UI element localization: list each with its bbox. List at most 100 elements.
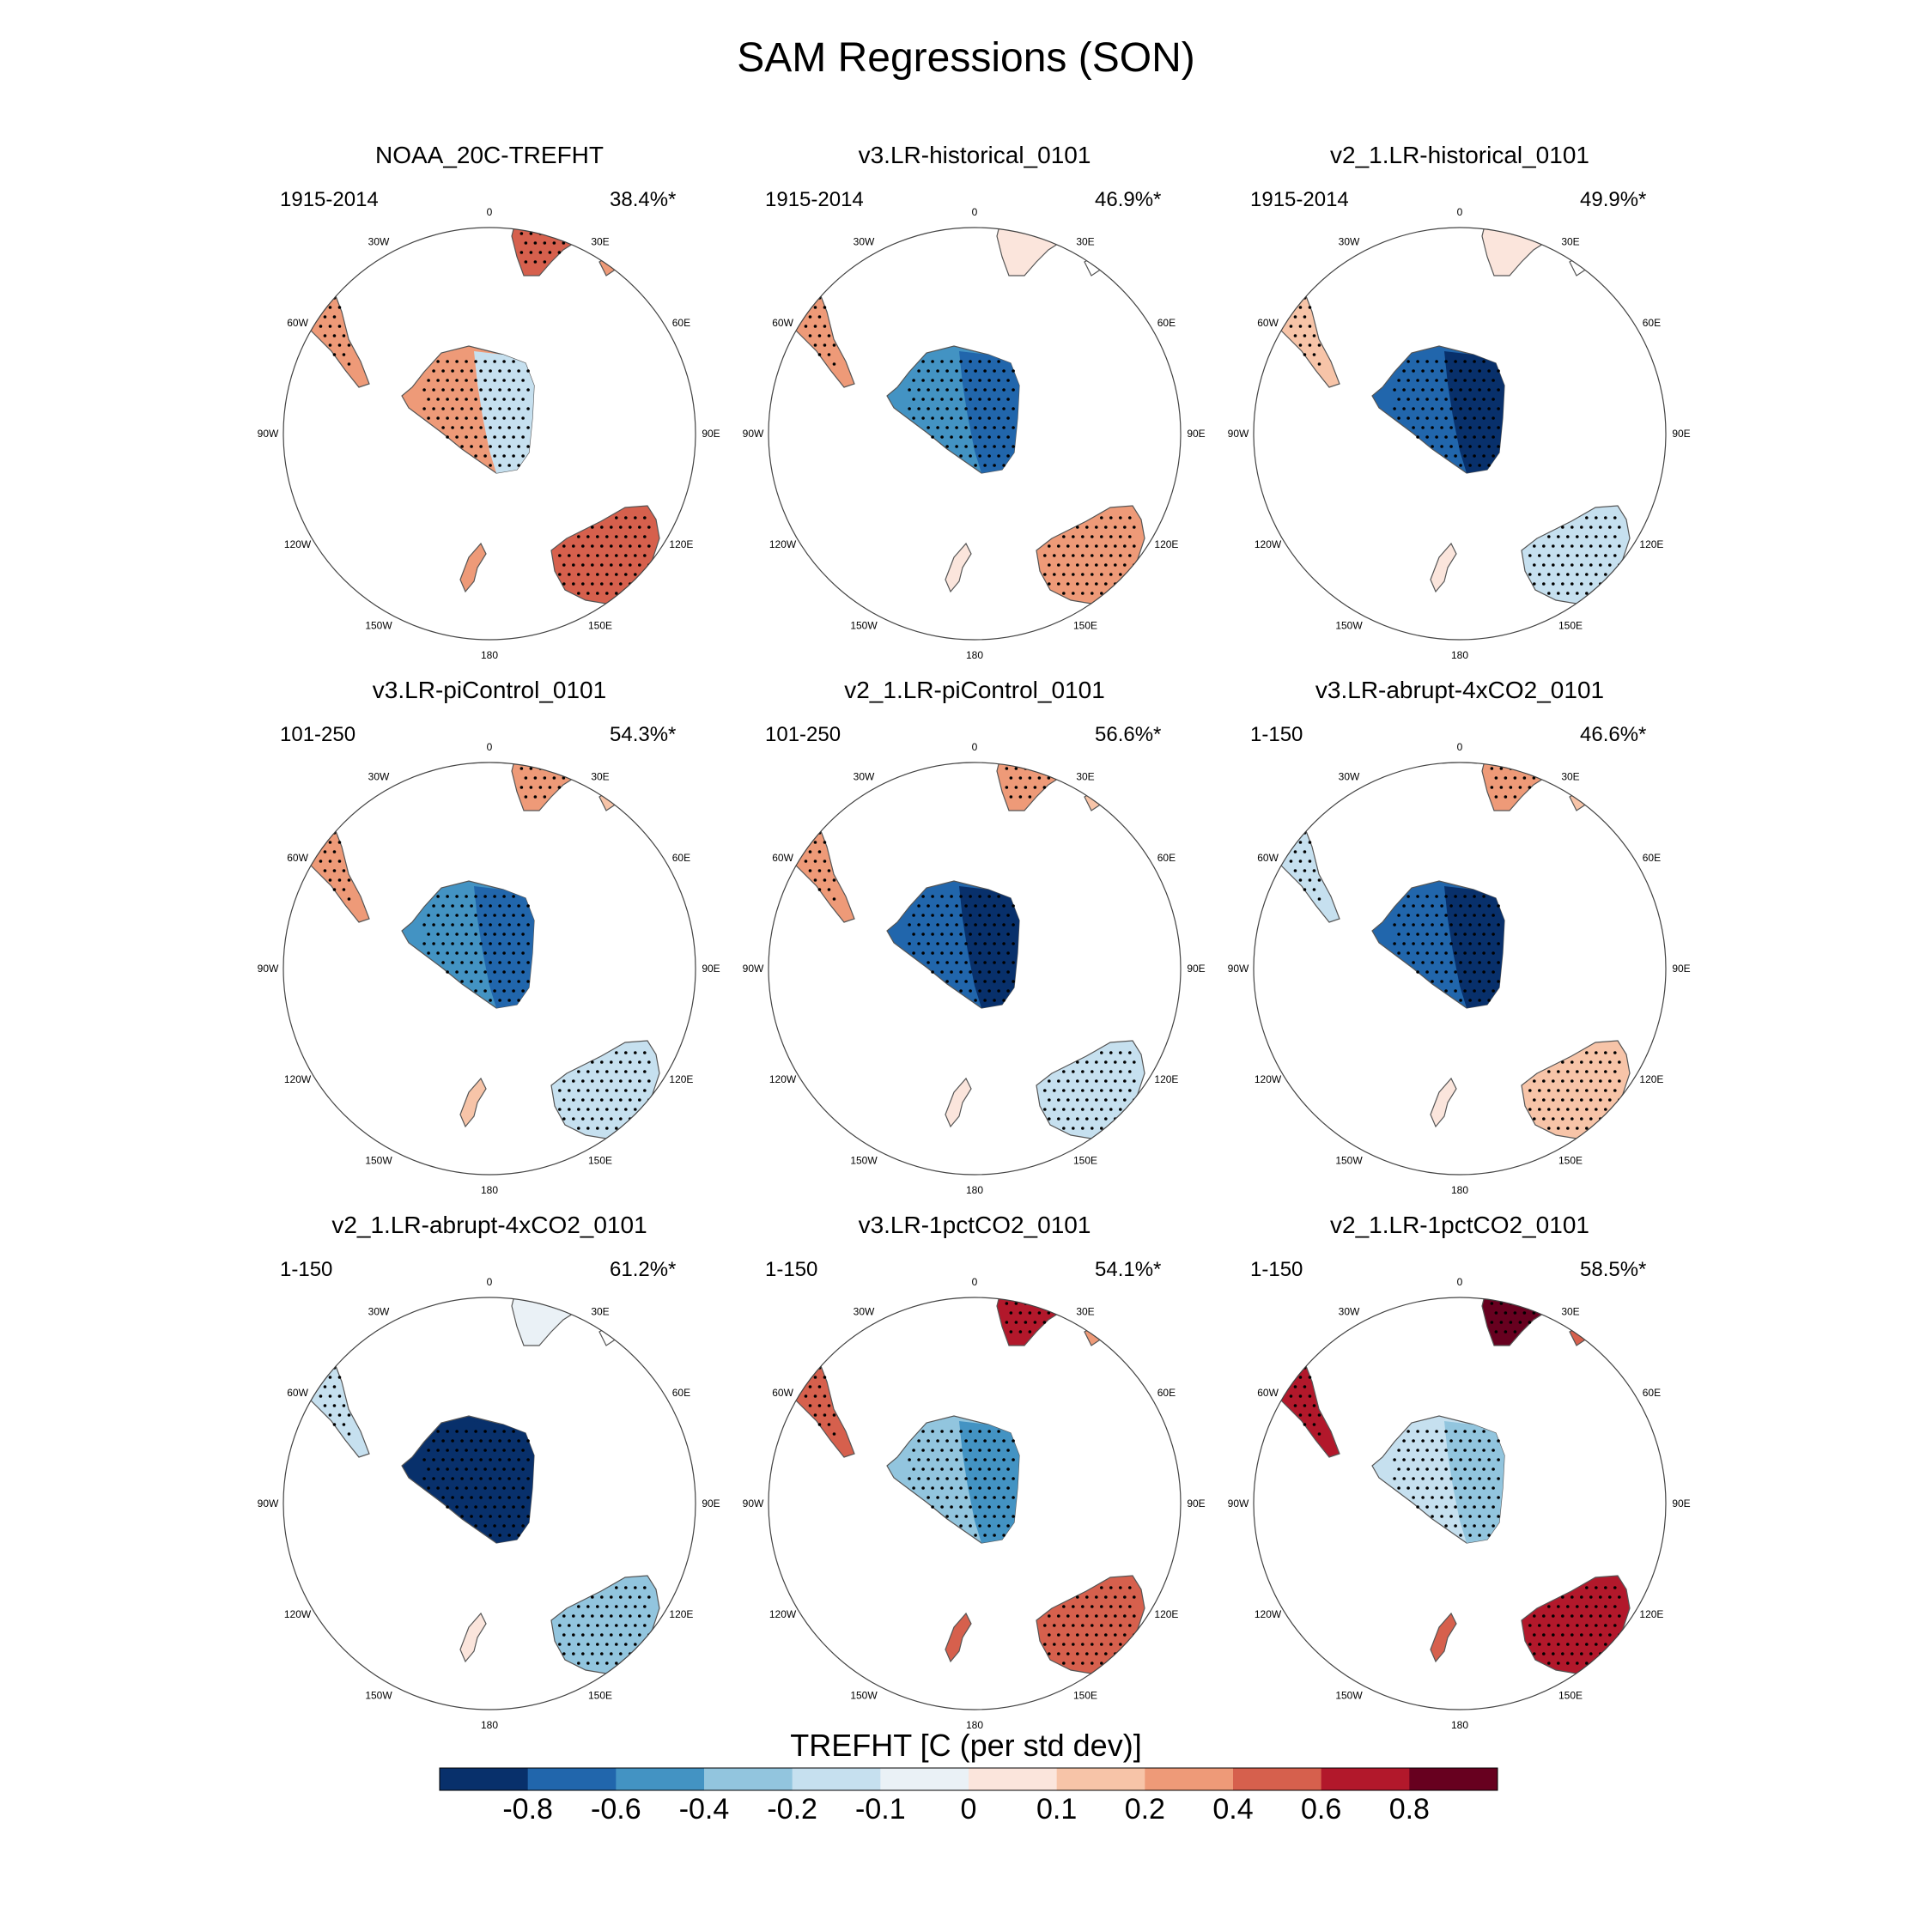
colorbar-frame: [439, 1767, 1498, 1791]
longitude-label: 30W: [368, 1306, 390, 1318]
land-australia: [1036, 505, 1145, 605]
longitude-label: 180: [481, 649, 498, 661]
land-south-america: [1254, 778, 1340, 923]
map-boundary: [1253, 227, 1667, 641]
longitude-label: 60W: [772, 317, 793, 329]
panel-title: v3.LR-1pctCO2_0101: [858, 1212, 1091, 1238]
land-antarctica-east: [1444, 351, 1504, 473]
land-africa: [996, 228, 1068, 276]
longitude-label: 30E: [1076, 771, 1094, 783]
colorbar-tick-label: 0.4: [1212, 1793, 1254, 1826]
land-new-zealand: [1430, 1612, 1457, 1663]
polar-map: 0 30E 60E 90E 120E 150E 180 150W 120W 90W 60W 30W: [258, 1276, 720, 1731]
land-australia: [1521, 1040, 1631, 1139]
longitude-label: 30W: [854, 236, 875, 248]
longitude-label: 180: [481, 1719, 498, 1731]
colorbar-tick-label: 0: [960, 1793, 977, 1826]
land-antarctica-east: [1444, 1421, 1504, 1543]
land-africa: [996, 762, 1068, 811]
land-africa: [511, 228, 583, 276]
land-antarctica-east: [474, 351, 534, 473]
land-africa: [511, 762, 583, 811]
longitude-label: 120W: [284, 1608, 312, 1620]
map-boundary: [1253, 1297, 1667, 1710]
colorbar-tick-label: -0.4: [678, 1793, 730, 1826]
longitude-label: 120E: [669, 538, 693, 550]
polar-map: 0 30E 60E 90E 120E 150E 180 150W 120W 90W 60W 30W: [1228, 741, 1691, 1196]
longitude-label: 30E: [591, 771, 609, 783]
map-boundary: [283, 1297, 696, 1710]
land-new-zealand: [1430, 1077, 1457, 1128]
longitude-label: 30W: [1339, 1306, 1360, 1318]
longitude-label: 60E: [1643, 317, 1661, 329]
longitude-label: 120E: [1154, 1608, 1178, 1620]
colorbar-tick-label: 0.1: [1036, 1793, 1078, 1826]
land-new-zealand: [945, 1077, 972, 1128]
longitude-label: 90W: [743, 428, 764, 440]
longitude-label: 60W: [1257, 852, 1279, 864]
land-south-america: [769, 243, 855, 388]
longitude-label: 120E: [1154, 538, 1178, 550]
longitude-label: 0: [1457, 206, 1463, 218]
longitude-label: 150E: [588, 619, 612, 631]
panel-years: 1-150: [1250, 723, 1303, 746]
longitude-label: 120W: [284, 1073, 312, 1085]
colorbar-tick-label: -0.1: [855, 1793, 906, 1826]
colorbar-swatch: [792, 1768, 881, 1790]
longitude-label: 0: [487, 1276, 493, 1288]
longitude-label: 30E: [591, 1306, 609, 1318]
land-new-zealand: [459, 1077, 487, 1128]
land-new-zealand: [945, 1612, 972, 1663]
longitude-label: 90W: [743, 963, 764, 975]
longitude-label: 90E: [1187, 1498, 1205, 1510]
longitude-label: 60W: [287, 317, 308, 329]
longitude-label: 90W: [1228, 1498, 1249, 1510]
longitude-label: 30E: [1076, 236, 1094, 248]
longitude-label: 120W: [1255, 1073, 1282, 1085]
land-south-america: [1254, 243, 1340, 388]
panel-variance-percent: 46.6%*: [1580, 723, 1647, 746]
longitude-label: 90E: [1672, 963, 1690, 975]
panel-variance-percent: 46.9%*: [1095, 188, 1162, 211]
land-new-zealand: [459, 1612, 487, 1663]
longitude-label: 120W: [1255, 538, 1282, 550]
polar-map: 0 30E 60E 90E 120E 150E 180 150W 120W 90W 60W 30W: [743, 741, 1206, 1196]
land-australia: [1036, 1575, 1145, 1674]
map-boundary: [283, 762, 696, 1176]
panel-variance-percent: 54.3%*: [610, 723, 677, 746]
land-south-america: [283, 778, 370, 923]
longitude-label: 30W: [368, 771, 390, 783]
longitude-label: 30W: [1339, 771, 1360, 783]
longitude-label: 0: [1457, 741, 1463, 753]
longitude-label: 180: [1451, 1719, 1468, 1731]
longitude-label: 150W: [365, 619, 392, 631]
longitude-label: 150W: [1335, 1154, 1363, 1166]
longitude-label: 60E: [1643, 852, 1661, 864]
longitude-label: 150W: [365, 1689, 392, 1701]
panel-variance-percent: 38.4%*: [610, 188, 677, 211]
panel-years: 1-150: [280, 1258, 333, 1281]
land-antarctica-east: [959, 351, 1019, 473]
land-antarctica-east: [959, 886, 1019, 1008]
map-boundary: [768, 1297, 1182, 1710]
polar-map: 0 30E 60E 90E 120E 150E 180 150W 120W 90W 60W 30W: [743, 1276, 1206, 1731]
colorbar-swatch: [969, 1768, 1058, 1790]
longitude-label: 150W: [850, 619, 878, 631]
longitude-label: 30E: [591, 236, 609, 248]
longitude-label: 150W: [850, 1689, 878, 1701]
land-new-zealand: [1430, 542, 1457, 593]
panel-variance-percent: 49.9%*: [1580, 188, 1647, 211]
land-antarctica-east: [1444, 886, 1504, 1008]
land-australia: [1036, 1040, 1145, 1139]
longitude-label: 60E: [1643, 1387, 1661, 1399]
longitude-label: 150E: [588, 1154, 612, 1166]
polar-map: 0 30E 60E 90E 120E 150E 180 150W 120W 90W 60W 30W: [1228, 206, 1691, 661]
longitude-label: 0: [972, 206, 978, 218]
longitude-label: 150W: [365, 1154, 392, 1166]
longitude-label: 0: [487, 206, 493, 218]
longitude-label: 150E: [1073, 1689, 1097, 1701]
significance-stipple: [1261, 277, 1621, 595]
longitude-label: 180: [966, 1719, 983, 1731]
colorbar-tick-label: 0.2: [1124, 1793, 1165, 1826]
panel-years: 1915-2014: [280, 188, 379, 211]
